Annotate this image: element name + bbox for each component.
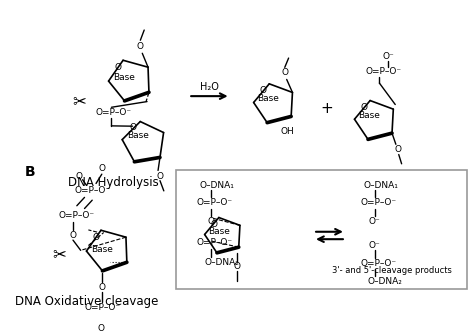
Text: O=P–O⁻: O=P–O⁻ <box>59 211 95 219</box>
Text: ✂: ✂ <box>53 245 66 263</box>
Text: ✂: ✂ <box>73 93 87 111</box>
Text: O=P–O⁻: O=P–O⁻ <box>360 199 396 208</box>
Text: O: O <box>210 220 217 229</box>
Text: O: O <box>156 171 164 180</box>
Text: O: O <box>260 86 267 95</box>
Text: O⁻: O⁻ <box>369 217 381 226</box>
Text: O: O <box>281 69 288 77</box>
Text: O: O <box>137 42 144 51</box>
FancyBboxPatch shape <box>176 170 467 289</box>
Text: O: O <box>75 171 82 180</box>
Text: O–DNA₁: O–DNA₁ <box>200 181 235 190</box>
Text: H₂O: H₂O <box>200 82 219 92</box>
Text: OH: OH <box>281 127 294 136</box>
Text: O: O <box>361 103 368 112</box>
Text: +: + <box>320 101 333 116</box>
Text: O: O <box>233 262 240 271</box>
Text: O: O <box>98 164 105 173</box>
Text: B: B <box>25 165 36 179</box>
Text: O=P–O⁻: O=P–O⁻ <box>95 108 131 118</box>
Text: O: O <box>114 64 121 72</box>
Text: 3'- and 5'-cleavage products: 3'- and 5'-cleavage products <box>332 266 452 275</box>
Text: Base: Base <box>209 227 230 236</box>
Text: O=P–O⁻: O=P–O⁻ <box>84 303 120 311</box>
Text: O: O <box>394 145 401 154</box>
Text: O: O <box>70 231 76 240</box>
Text: O: O <box>99 283 106 292</box>
Text: O⁻: O⁻ <box>382 52 394 61</box>
Text: DNA Oxidative cleavage: DNA Oxidative cleavage <box>15 295 158 308</box>
Text: O: O <box>208 217 215 226</box>
Text: O: O <box>130 123 137 132</box>
Text: O–DNA₁: O–DNA₁ <box>363 181 398 190</box>
Text: Base: Base <box>91 245 113 254</box>
Text: O=P–O⁻: O=P–O⁻ <box>365 67 401 75</box>
Text: Base: Base <box>358 111 380 120</box>
Text: Base: Base <box>127 131 149 140</box>
Text: O=P–O⁻: O=P–O⁻ <box>74 186 110 195</box>
Text: O⁻: O⁻ <box>369 241 381 250</box>
Text: Base: Base <box>113 73 135 82</box>
Text: O=P–O⁻: O=P–O⁻ <box>360 259 396 268</box>
Text: O: O <box>92 233 99 242</box>
Text: O–DNA₂: O–DNA₂ <box>368 277 403 286</box>
Text: DNA Hydrolysis: DNA Hydrolysis <box>68 176 159 189</box>
Text: O–DNA₂: O–DNA₂ <box>205 258 239 267</box>
Text: Base: Base <box>257 94 279 103</box>
Text: O: O <box>97 324 104 331</box>
Text: O=P–O⁻: O=P–O⁻ <box>197 199 233 208</box>
Text: O=P–O⁻: O=P–O⁻ <box>197 238 233 247</box>
